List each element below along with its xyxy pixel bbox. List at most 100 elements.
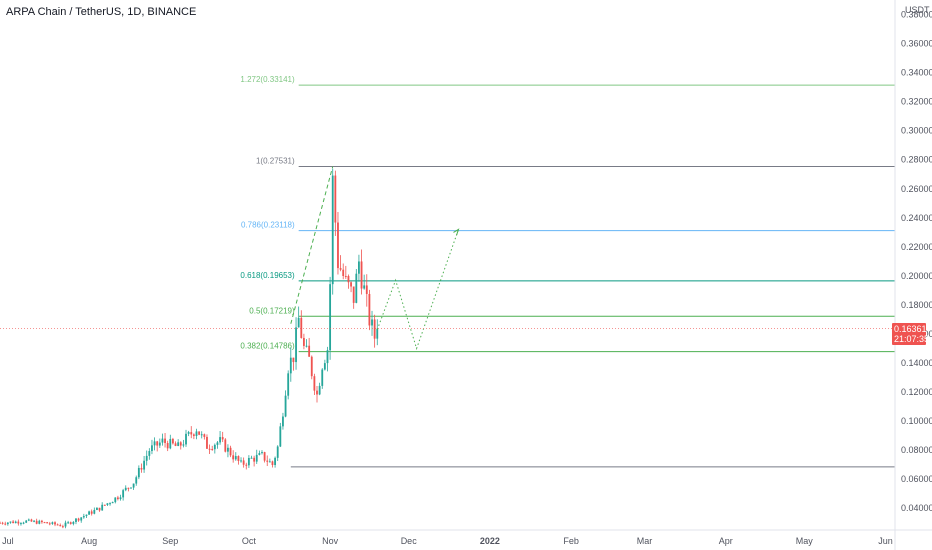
candle-body xyxy=(211,448,214,450)
candle-body xyxy=(0,522,1,524)
candle-body xyxy=(339,268,342,270)
candle-body xyxy=(287,373,290,396)
candle-body xyxy=(164,438,166,444)
candle-body xyxy=(234,456,237,460)
candle-body xyxy=(166,443,169,449)
projection-path xyxy=(290,166,460,351)
candle-body xyxy=(200,434,203,436)
candle-body xyxy=(130,487,132,489)
candle-body xyxy=(153,441,156,446)
candle-body xyxy=(271,461,274,465)
candle-body xyxy=(88,511,90,515)
candle-body xyxy=(221,437,224,440)
candle-body xyxy=(46,522,49,524)
candle-body xyxy=(20,523,22,525)
time-tick-label: Dec xyxy=(401,536,418,546)
candle-body xyxy=(6,522,9,525)
candle-body xyxy=(135,477,138,484)
candle-body xyxy=(350,282,352,287)
candle-body xyxy=(318,385,321,395)
candle-body xyxy=(109,503,111,505)
impulse-line[interactable] xyxy=(290,166,334,324)
price-tick-label: 0.32000 xyxy=(901,97,932,107)
bar-countdown: 21:07:35 xyxy=(894,333,930,344)
candle-body xyxy=(22,522,25,524)
candle-body xyxy=(54,522,56,525)
candle-body xyxy=(17,521,20,524)
candle-body xyxy=(232,455,235,460)
candle-body xyxy=(41,520,43,523)
candle-body xyxy=(308,345,311,357)
candle-body xyxy=(268,461,271,463)
candle-body xyxy=(67,522,70,524)
time-tick-label: May xyxy=(796,536,814,546)
candle-body xyxy=(25,520,28,523)
candle-body xyxy=(140,467,143,470)
candle-body xyxy=(4,523,7,525)
time-tick-label: Oct xyxy=(242,536,257,546)
time-axis-ticks: Jul Aug Sep Oct Nov Dec 2022 Feb Mar Apr May Jun xyxy=(2,536,893,546)
candle-body xyxy=(344,275,347,277)
candle-body xyxy=(171,438,174,444)
time-tick-label: Jul xyxy=(2,536,14,546)
candle-body xyxy=(38,520,41,524)
candle-body xyxy=(161,438,164,443)
price-tick-label: 0.12000 xyxy=(901,387,932,397)
candle-body xyxy=(14,521,17,524)
candle-body xyxy=(331,175,334,285)
candle-body xyxy=(75,518,77,522)
candle-body xyxy=(227,447,229,452)
projection-polyline[interactable] xyxy=(376,229,459,351)
candle-body xyxy=(77,518,80,521)
candle-body xyxy=(12,521,15,524)
price-tick-label: 0.24000 xyxy=(901,213,932,223)
candle-body xyxy=(82,516,85,518)
candle-body xyxy=(313,376,316,391)
candle-body xyxy=(93,509,96,514)
candle-body xyxy=(326,350,329,364)
price-tick-label: 0.22000 xyxy=(901,242,932,252)
fib-level-label: 0.5(0.17219) xyxy=(249,306,295,315)
candle-body xyxy=(192,434,195,436)
candle-body xyxy=(182,444,185,446)
candle-body xyxy=(352,286,355,303)
candle-body xyxy=(321,369,324,386)
time-tick-label: Mar xyxy=(637,536,653,546)
price-tick-label: 0.38000 xyxy=(901,10,932,20)
candle-body xyxy=(61,526,64,528)
candle-body xyxy=(127,487,130,489)
candle-body xyxy=(132,483,135,488)
candle-body xyxy=(80,517,83,521)
candle-body xyxy=(289,357,292,374)
candle-body xyxy=(253,457,256,462)
candle-body xyxy=(35,520,38,524)
candle-body xyxy=(295,327,297,363)
candle-body xyxy=(224,439,227,452)
price-tick-label: 0.20000 xyxy=(901,271,932,281)
candle-body xyxy=(198,431,201,435)
candle-body xyxy=(90,511,93,514)
candle-body xyxy=(334,175,337,223)
candle-body xyxy=(179,442,182,446)
price-tick-label: 0.06000 xyxy=(901,474,932,484)
candle-body xyxy=(276,446,279,458)
candle-body xyxy=(30,519,33,522)
candle-body xyxy=(59,524,62,527)
candle-body xyxy=(274,457,277,465)
fib-level-label: 1(0.27531) xyxy=(256,157,295,166)
candle-body xyxy=(316,390,318,395)
candle-body xyxy=(373,319,376,339)
candle-body xyxy=(329,284,332,351)
candle-body xyxy=(158,442,161,446)
candle-body xyxy=(203,434,206,437)
candle-body xyxy=(33,520,35,522)
candle-body xyxy=(229,447,232,456)
candle-body xyxy=(363,285,366,289)
candle-body xyxy=(69,522,72,524)
candle-body xyxy=(111,502,114,504)
time-tick-label: Nov xyxy=(322,536,339,546)
time-tick-label: Apr xyxy=(719,536,733,546)
candle-body xyxy=(245,464,248,466)
price-axis-ticks: 0.04000 0.06000 0.08000 0.10000 0.12000 0.140… xyxy=(901,10,932,514)
